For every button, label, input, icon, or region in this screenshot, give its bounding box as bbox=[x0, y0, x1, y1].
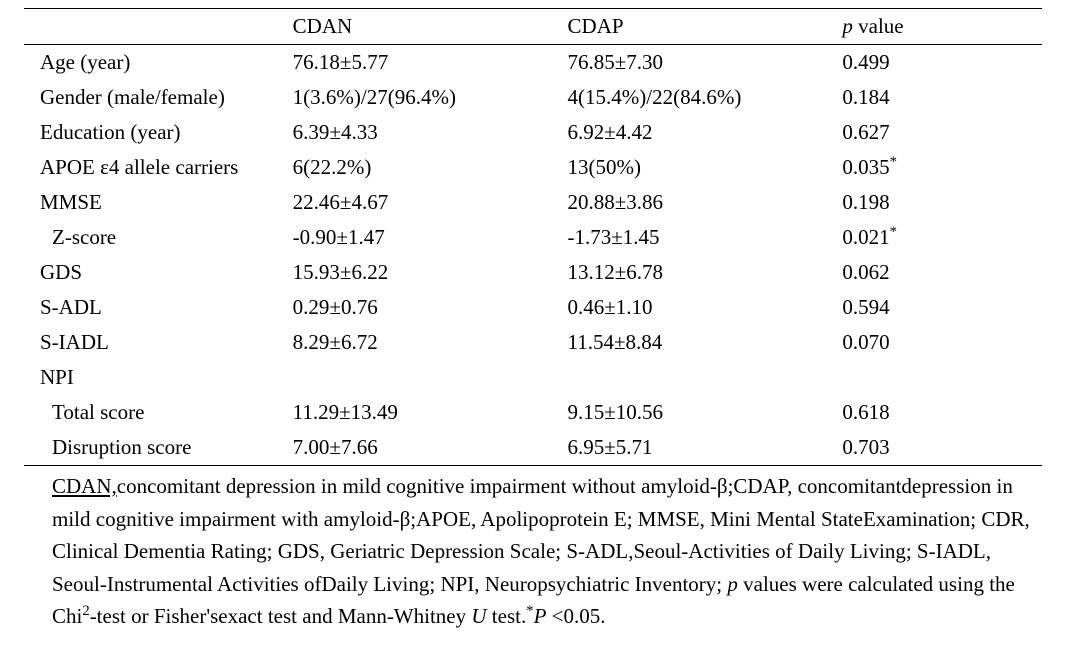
row-cdan: 6.39±4.33 bbox=[289, 115, 564, 150]
footnote-part3: -test or Fisher'sexact test and Mann-Whi… bbox=[90, 604, 472, 628]
table-row: Education (year)6.39±4.336.92±4.420.627 bbox=[24, 115, 1042, 150]
table-row: Total score11.29±13.499.15±10.560.618 bbox=[24, 395, 1042, 430]
row-label: NPI bbox=[24, 360, 289, 395]
header-pvalue: p value bbox=[838, 9, 1042, 45]
table-row: Disruption score7.00±7.666.95±5.710.703 bbox=[24, 430, 1042, 466]
row-cdan: 6(22.2%) bbox=[289, 150, 564, 185]
table-row: Gender (male/female)1(3.6%)/27(96.4%)4(1… bbox=[24, 80, 1042, 115]
row-cdap: 6.95±5.71 bbox=[564, 430, 839, 466]
row-label: MMSE bbox=[24, 185, 289, 220]
row-cdap: 11.54±8.84 bbox=[564, 325, 839, 360]
row-cdap: 0.46±1.10 bbox=[564, 290, 839, 325]
row-pvalue: 0.198 bbox=[838, 185, 1042, 220]
row-cdan: 1(3.6%)/27(96.4%) bbox=[289, 80, 564, 115]
row-cdan: 7.00±7.66 bbox=[289, 430, 564, 466]
row-label: Disruption score bbox=[24, 430, 289, 466]
row-cdap: 4(15.4%)/22(84.6%) bbox=[564, 80, 839, 115]
table-row: MMSE22.46±4.6720.88±3.860.198 bbox=[24, 185, 1042, 220]
row-label: APOE ε4 allele carriers bbox=[24, 150, 289, 185]
row-pvalue: 0.035* bbox=[838, 150, 1042, 185]
row-cdan: 11.29±13.49 bbox=[289, 395, 564, 430]
row-cdap: -1.73±1.45 bbox=[564, 220, 839, 255]
table-header-row: CDAN CDAP p value bbox=[24, 9, 1042, 45]
row-label: S-IADL bbox=[24, 325, 289, 360]
header-cdan: CDAN bbox=[289, 9, 564, 45]
row-cdan bbox=[289, 360, 564, 395]
table-row: APOE ε4 allele carriers6(22.2%)13(50%)0.… bbox=[24, 150, 1042, 185]
row-pvalue bbox=[838, 360, 1042, 395]
row-label: Age (year) bbox=[24, 45, 289, 81]
row-cdap: 6.92±4.42 bbox=[564, 115, 839, 150]
row-cdan: 8.29±6.72 bbox=[289, 325, 564, 360]
row-cdan: 76.18±5.77 bbox=[289, 45, 564, 81]
row-label: S-ADL bbox=[24, 290, 289, 325]
row-pvalue: 0.184 bbox=[838, 80, 1042, 115]
row-pvalue: 0.618 bbox=[838, 395, 1042, 430]
table-row: Age (year)76.18±5.7776.85±7.300.499 bbox=[24, 45, 1042, 81]
row-cdap: 20.88±3.86 bbox=[564, 185, 839, 220]
row-cdan: 22.46±4.67 bbox=[289, 185, 564, 220]
data-table: CDAN CDAP p value Age (year)76.18±5.7776… bbox=[24, 8, 1042, 466]
row-label: Z-score bbox=[24, 220, 289, 255]
footnote-sup-star: * bbox=[526, 603, 533, 619]
row-cdap: 13.12±6.78 bbox=[564, 255, 839, 290]
row-cdap bbox=[564, 360, 839, 395]
footnote: CDAN,concomitant depression in mild cogn… bbox=[24, 470, 1042, 633]
table-row: Z-score-0.90±1.47-1.73±1.450.021* bbox=[24, 220, 1042, 255]
footnote-p2-italic: P bbox=[534, 604, 547, 628]
row-label: Education (year) bbox=[24, 115, 289, 150]
row-label: GDS bbox=[24, 255, 289, 290]
footnote-p-italic: p bbox=[727, 572, 738, 596]
row-pvalue: 0.070 bbox=[838, 325, 1042, 360]
footnote-part5: <0.05. bbox=[546, 604, 605, 628]
header-cdap: CDAP bbox=[564, 9, 839, 45]
row-pvalue: 0.062 bbox=[838, 255, 1042, 290]
row-cdan: 15.93±6.22 bbox=[289, 255, 564, 290]
footnote-underlined: CDAN, bbox=[52, 474, 117, 498]
row-label: Total score bbox=[24, 395, 289, 430]
row-pvalue: 0.499 bbox=[838, 45, 1042, 81]
row-cdap: 76.85±7.30 bbox=[564, 45, 839, 81]
table-row: S-IADL8.29±6.7211.54±8.840.070 bbox=[24, 325, 1042, 360]
header-p-italic: p bbox=[842, 14, 853, 38]
row-pvalue: 0.594 bbox=[838, 290, 1042, 325]
row-cdan: 0.29±0.76 bbox=[289, 290, 564, 325]
table-row: S-ADL0.29±0.760.46±1.100.594 bbox=[24, 290, 1042, 325]
row-pvalue: 0.703 bbox=[838, 430, 1042, 466]
row-cdap: 13(50%) bbox=[564, 150, 839, 185]
footnote-part4: test. bbox=[487, 604, 527, 628]
row-pvalue: 0.627 bbox=[838, 115, 1042, 150]
table-row: GDS15.93±6.2213.12±6.780.062 bbox=[24, 255, 1042, 290]
footnote-u-italic: U bbox=[471, 604, 486, 628]
header-p-suffix: value bbox=[853, 14, 904, 38]
row-pvalue: 0.021* bbox=[838, 220, 1042, 255]
row-cdan: -0.90±1.47 bbox=[289, 220, 564, 255]
row-cdap: 9.15±10.56 bbox=[564, 395, 839, 430]
header-empty bbox=[24, 9, 289, 45]
footnote-sup-chi: 2 bbox=[82, 603, 89, 619]
table-row: NPI bbox=[24, 360, 1042, 395]
row-label: Gender (male/female) bbox=[24, 80, 289, 115]
